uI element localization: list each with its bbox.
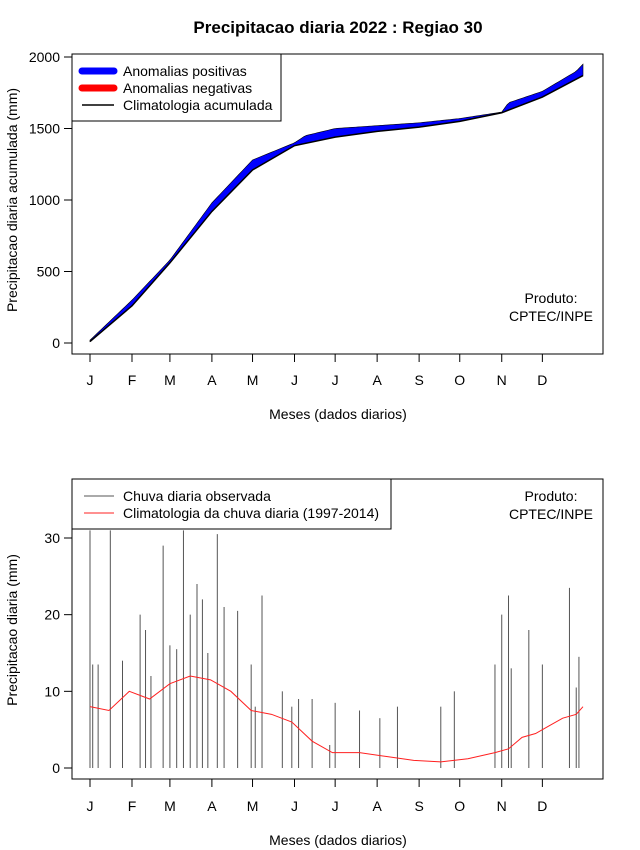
bottom-climatology-layer bbox=[89, 675, 584, 763]
top-x-tick-label: F bbox=[128, 372, 137, 388]
top-x-tick-label: M bbox=[164, 372, 176, 388]
bottom-y-tick-label: 30 bbox=[44, 530, 60, 546]
top-x-tick-label: S bbox=[414, 372, 423, 388]
legend-label-climatology: Climatologia acumulada bbox=[123, 97, 273, 113]
top-y-tick-label: 1500 bbox=[29, 121, 60, 137]
bottom-x-tick-label: N bbox=[497, 798, 507, 814]
top-data-layer bbox=[89, 63, 584, 343]
top-x-tick-label: A bbox=[372, 372, 382, 388]
bottom-bars-layer bbox=[89, 530, 580, 768]
bottom-y-tick-label: 10 bbox=[44, 683, 60, 699]
top-x-tick-label: J bbox=[87, 372, 94, 388]
top-y-axis: 0 500 1000 1500 2000 bbox=[29, 49, 72, 351]
cumulative-climatology-line bbox=[89, 74, 584, 343]
top-y-tick-label: 2000 bbox=[29, 49, 60, 65]
bottom-xlabel: Meses (dados diarios) bbox=[269, 832, 407, 848]
top-product-label-1: Produto: bbox=[525, 290, 578, 306]
top-x-tick-label: A bbox=[207, 372, 217, 388]
legend-label-positive: Anomalias positivas bbox=[123, 63, 247, 79]
top-x-tick-label: J bbox=[332, 372, 339, 388]
top-x-tick-label: O bbox=[454, 372, 465, 388]
bottom-x-tick-label: J bbox=[332, 798, 339, 814]
legend-label-observed: Chuva diaria observada bbox=[123, 488, 271, 504]
bottom-product-label-2: CPTEC/INPE bbox=[509, 506, 593, 522]
top-panel: 0 500 1000 1500 2000 J F M A M J J A S O N D Precipitac… bbox=[4, 49, 604, 422]
top-product-label-2: CPTEC/INPE bbox=[509, 308, 593, 324]
bottom-x-tick-label: O bbox=[454, 798, 465, 814]
bottom-x-tick-label: S bbox=[414, 798, 423, 814]
top-y-tick-label: 1000 bbox=[29, 192, 60, 208]
legend-label-daily-climatology: Climatologia da chuva diaria (1997-2014) bbox=[123, 505, 379, 521]
bottom-y-tick-label: 20 bbox=[44, 607, 60, 623]
bottom-x-tick-label: F bbox=[128, 798, 137, 814]
top-x-tick-label: M bbox=[247, 372, 259, 388]
top-x-tick-label: D bbox=[537, 372, 547, 388]
bottom-x-tick-label: A bbox=[207, 798, 217, 814]
top-plot-frame bbox=[71, 53, 604, 355]
daily-climatology-line bbox=[89, 675, 584, 763]
top-legend: Anomalias positivas Anomalias negativas … bbox=[71, 53, 282, 122]
top-xlabel: Meses (dados diarios) bbox=[269, 406, 407, 422]
bottom-x-tick-label: M bbox=[247, 798, 259, 814]
bottom-panel: 0 10 20 30 J F M A M J J A S O N D Precipitacao diaria… bbox=[4, 478, 604, 848]
top-x-tick-label: N bbox=[497, 372, 507, 388]
legend-label-negative: Anomalias negativas bbox=[123, 80, 252, 96]
bottom-x-tick-label: A bbox=[372, 798, 382, 814]
top-y-tick-label: 500 bbox=[37, 264, 61, 280]
bottom-x-tick-label: J bbox=[87, 798, 94, 814]
chart-title: Precipitacao diaria 2022 : Regiao 30 bbox=[193, 18, 482, 37]
bottom-product-label-1: Produto: bbox=[525, 488, 578, 504]
top-ylabel: Precipitacao diaria acumulada (mm) bbox=[4, 88, 20, 312]
bottom-ylabel: Precipitacao diaria (mm) bbox=[4, 554, 20, 706]
bottom-y-axis: 0 10 20 30 bbox=[44, 530, 72, 776]
bottom-y-tick-label: 0 bbox=[52, 760, 60, 776]
bottom-x-tick-label: D bbox=[537, 798, 547, 814]
top-x-tick-label: J bbox=[291, 372, 298, 388]
bottom-x-tick-label: M bbox=[164, 798, 176, 814]
bottom-x-tick-label: J bbox=[291, 798, 298, 814]
top-y-tick-label: 0 bbox=[52, 335, 60, 351]
bottom-legend-box bbox=[71, 478, 392, 530]
bottom-legend: Chuva diaria observada Climatologia da c… bbox=[71, 478, 392, 530]
